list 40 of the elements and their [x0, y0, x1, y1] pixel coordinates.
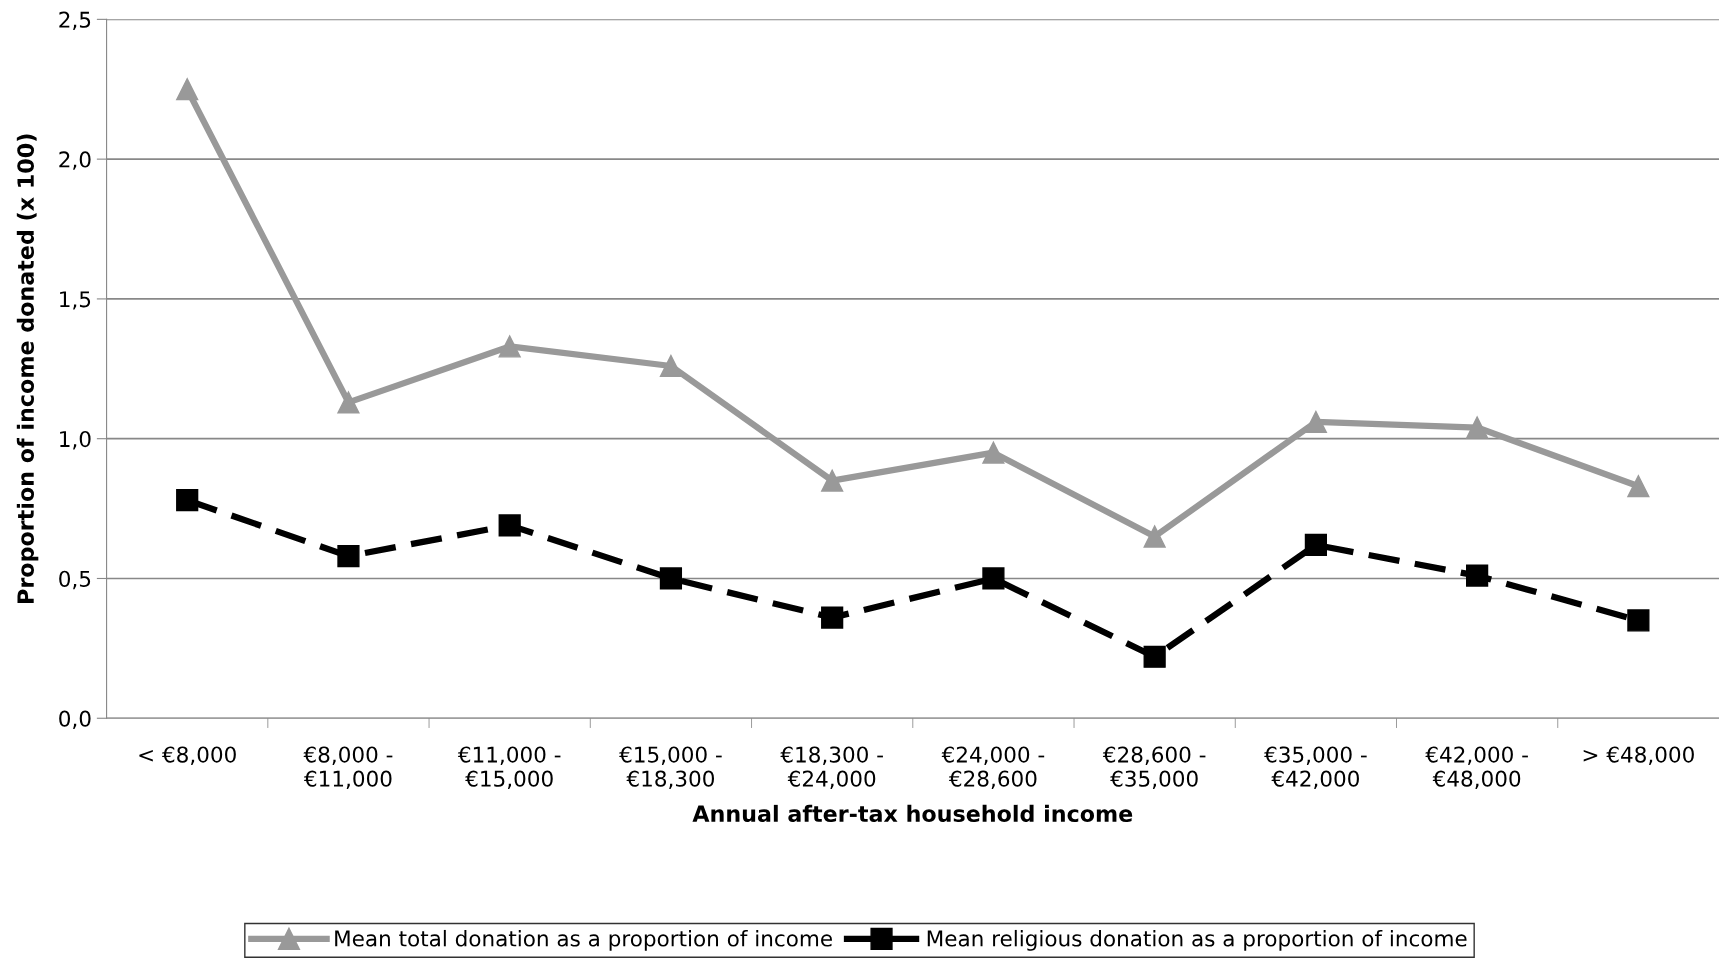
x-axis-title: Annual after-tax household income: [692, 804, 1133, 823]
point: [821, 606, 844, 629]
x-tick-label: €24,000 - €28,600: [941, 746, 1045, 789]
point: [176, 78, 199, 101]
point: [1304, 533, 1328, 557]
x-tick-label: €28,600 - €35,000: [1102, 746, 1206, 789]
x-tick-label: €18,300 - €24,000: [780, 746, 883, 789]
point: [821, 469, 844, 492]
y-tick-label: 2,0: [59, 151, 91, 170]
y-tick-label: 1,0: [60, 430, 91, 450]
x-tick-label: < €8,000: [139, 746, 236, 765]
x-tick-label: €35,000 - €42,000: [1264, 746, 1367, 789]
point: [498, 514, 521, 537]
x-tick-label: €8,000 - €11,000: [303, 746, 393, 789]
point: [1304, 410, 1328, 434]
point: [982, 567, 1005, 590]
point: [498, 335, 521, 358]
y-tick-label: 1,5: [60, 291, 91, 310]
y-axis-title: Proportion of income donated (x 100): [16, 134, 39, 603]
y-tick-label: 0,0: [59, 710, 91, 729]
point: [1466, 416, 1489, 439]
point: [176, 489, 199, 512]
point: [659, 354, 683, 378]
x-tick-label: €11,000 - €15,000: [457, 746, 561, 789]
x-tick-label: €42,000 - €48,000: [1425, 746, 1528, 789]
point: [659, 567, 683, 590]
legend-label: Mean religious donation as a proportion of income: [927, 929, 1467, 951]
point: [982, 441, 1005, 464]
legend-label: Mean total donation as a proportion of income: [335, 929, 832, 951]
y-tick-label: 2,5: [59, 11, 91, 31]
point: [1143, 645, 1166, 668]
point: [1466, 564, 1489, 587]
x-tick-label: > €48,000: [1583, 746, 1694, 765]
point: [1627, 475, 1650, 498]
x-tick-label: €15,000 - €18,300: [619, 746, 722, 789]
point: [1143, 525, 1166, 548]
point: [337, 545, 360, 568]
point: [1627, 609, 1650, 632]
y-tick-label: 0,5: [59, 570, 91, 590]
point: [337, 391, 360, 414]
